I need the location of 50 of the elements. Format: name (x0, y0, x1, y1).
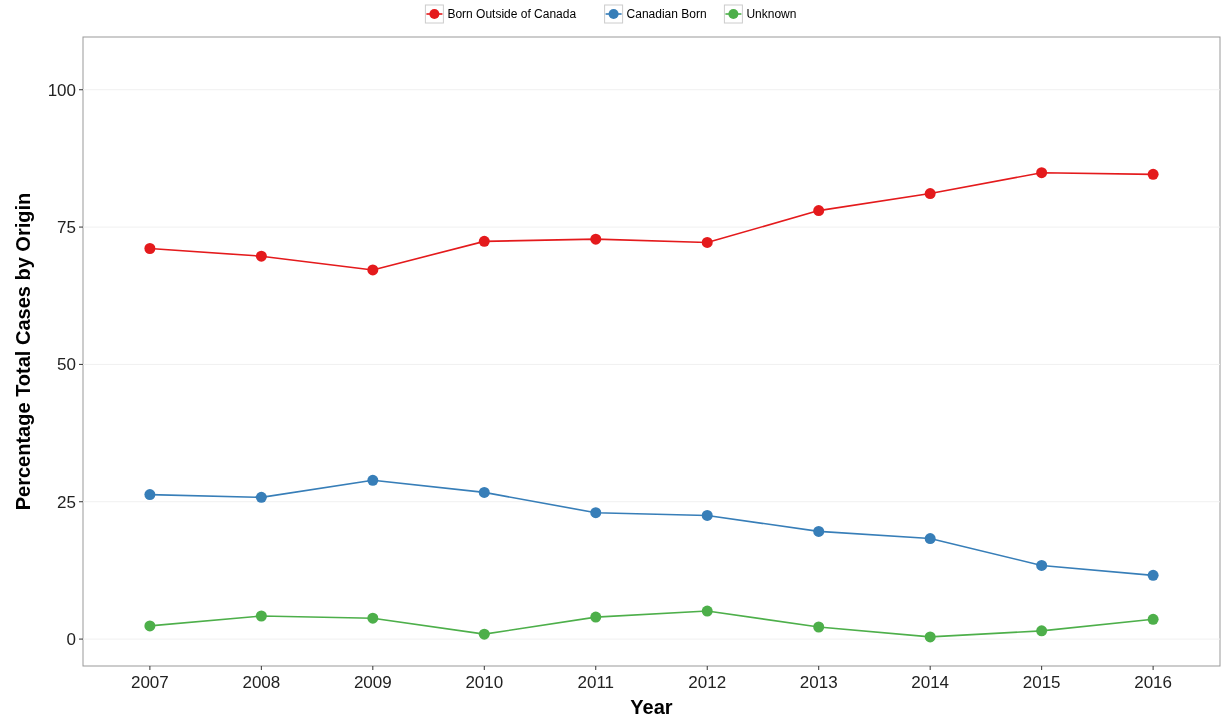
legend-label: Born Outside of Canada (447, 7, 577, 22)
point (144, 489, 156, 501)
point (478, 486, 490, 498)
point (367, 474, 379, 486)
x-tick-label: 2015 (1022, 673, 1061, 692)
point (1147, 168, 1159, 180)
x-tick-label: 2013 (799, 673, 838, 692)
point (701, 605, 713, 617)
point (478, 235, 490, 247)
point (701, 509, 713, 521)
point (701, 236, 713, 248)
y-axis-title: Percentage Total Cases by Origin (12, 192, 34, 511)
point (144, 620, 156, 632)
point (1036, 559, 1048, 571)
point (1036, 625, 1048, 637)
point (255, 250, 267, 262)
point (590, 611, 602, 623)
x-tick-label: 2009 (353, 673, 392, 692)
point (813, 621, 825, 633)
point (1147, 613, 1159, 625)
x-tick-label: 2010 (465, 673, 504, 692)
point (1147, 569, 1159, 581)
y-tick-label: 50 (57, 355, 76, 375)
point (478, 628, 490, 640)
x-tick-label: 2007 (130, 673, 169, 692)
point (924, 533, 936, 545)
x-tick-label: 2011 (577, 673, 615, 692)
point (144, 243, 156, 254)
point (924, 188, 936, 200)
point (367, 264, 379, 276)
x-tick-label: 2014 (911, 673, 950, 692)
point (924, 631, 936, 643)
point (367, 612, 379, 624)
legend-label: Canadian Born (626, 7, 707, 22)
point (813, 205, 825, 217)
y-tick-label: 25 (57, 492, 76, 512)
point (255, 610, 267, 622)
point (590, 507, 602, 519)
y-tick-label: 75 (57, 218, 76, 238)
x-tick-label: 2016 (1134, 673, 1173, 692)
x-axis-title: Year (630, 696, 673, 718)
x-tick-label: 2008 (242, 673, 281, 692)
point (1036, 167, 1048, 179)
y-tick-label: 0 (66, 630, 76, 650)
legend-label: Unknown (746, 7, 797, 22)
x-tick-label: 2012 (688, 673, 727, 692)
point (813, 525, 825, 537)
point (590, 233, 602, 245)
y-tick-label: 100 (47, 80, 76, 100)
point (255, 491, 267, 503)
